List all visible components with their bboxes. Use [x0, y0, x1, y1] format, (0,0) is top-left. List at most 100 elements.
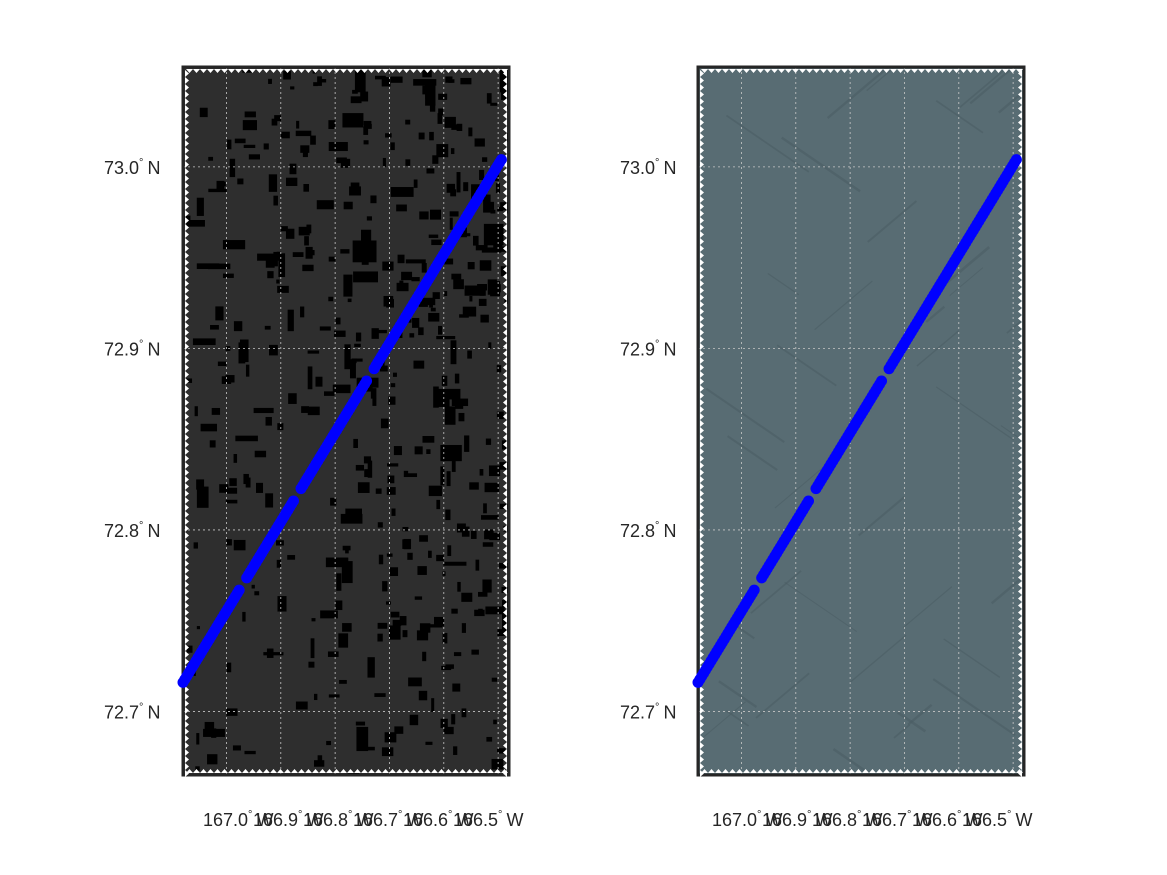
mask-block	[484, 482, 500, 493]
mask-block	[409, 333, 415, 338]
mask-block	[304, 236, 309, 246]
mask-block	[315, 376, 323, 387]
mask-block	[283, 71, 291, 80]
mask-block	[347, 298, 352, 303]
mask-block	[327, 651, 339, 657]
mask-block	[357, 482, 370, 493]
mask-block	[336, 157, 347, 164]
mask-block	[438, 325, 443, 335]
mask-block	[441, 258, 454, 265]
mask-block	[385, 133, 392, 138]
mask-block	[221, 376, 232, 384]
imagery-streak	[893, 724, 911, 739]
mask-block	[342, 545, 351, 551]
mask-block	[300, 145, 310, 153]
imagery-streak	[902, 586, 953, 629]
mask-block	[233, 321, 243, 332]
mask-block	[286, 177, 298, 186]
track-point	[233, 584, 245, 596]
mask-block	[382, 261, 394, 271]
mask-block	[208, 156, 214, 161]
mask-block	[342, 623, 352, 632]
mask-block	[491, 758, 504, 770]
mask-block	[422, 436, 435, 443]
mask-block	[486, 93, 492, 104]
mask-block	[226, 539, 232, 546]
mask-block	[325, 557, 349, 568]
mask-block	[277, 285, 289, 293]
mask-block	[365, 746, 375, 751]
mask-block	[444, 116, 456, 128]
mask-block	[456, 523, 466, 533]
mask-block	[418, 690, 428, 701]
mask-block	[310, 135, 316, 145]
mask-block	[251, 584, 255, 589]
mask-block	[316, 200, 334, 210]
imagery-streak	[814, 280, 873, 331]
mask-block	[302, 264, 314, 272]
imagery-streak	[935, 100, 984, 134]
mask-block	[393, 446, 402, 456]
mask-block	[418, 327, 424, 336]
mask-block	[320, 610, 338, 619]
mask-block	[345, 549, 349, 554]
mask-block	[253, 407, 274, 414]
mask-block	[446, 183, 456, 193]
mask-block	[229, 478, 237, 486]
mask-block	[194, 406, 198, 417]
mask-block	[443, 726, 454, 735]
mask-block	[374, 693, 386, 697]
imagery-streak	[858, 495, 906, 537]
mask-block	[490, 209, 496, 214]
mask-block	[232, 745, 241, 751]
mask-block	[354, 343, 361, 347]
mask-block	[287, 555, 296, 560]
mask-block	[237, 178, 244, 185]
mask-block	[264, 325, 271, 330]
mask-block	[505, 132, 509, 142]
graticule	[698, 67, 1024, 775]
imagery-streak	[1000, 425, 1024, 442]
mask-block	[490, 281, 501, 297]
mask-block	[302, 151, 308, 158]
mask-block	[401, 271, 413, 281]
mask-block	[275, 540, 284, 546]
mask-block	[226, 662, 232, 673]
imagery-streak	[750, 570, 802, 614]
mask-block	[222, 240, 246, 250]
mask-block	[317, 76, 322, 86]
mask-block	[497, 629, 507, 636]
mask-block	[479, 469, 484, 476]
mask-block	[441, 375, 448, 386]
mask-block	[446, 471, 451, 487]
mask-block	[436, 499, 441, 510]
mask-block	[305, 246, 313, 259]
mask-block	[313, 693, 318, 701]
mask-block	[482, 542, 494, 547]
map-frame	[696, 65, 1026, 777]
mask-block	[280, 131, 290, 139]
track-point	[361, 375, 373, 387]
mask-block	[490, 201, 495, 210]
mask-block	[468, 127, 473, 137]
mask-block	[355, 76, 363, 82]
mask-block	[437, 113, 443, 124]
mask-block	[489, 532, 501, 541]
mask-block	[397, 254, 405, 264]
mask-block	[343, 274, 353, 297]
mask-block	[390, 383, 396, 388]
track-point	[876, 375, 888, 387]
mask-block	[389, 567, 399, 576]
lat-tick-label: 72.7° N	[104, 701, 160, 722]
mask-block	[478, 298, 487, 306]
mask-block	[289, 163, 297, 175]
mask-block	[459, 314, 469, 318]
mask-block	[326, 740, 332, 746]
mask-block	[363, 126, 369, 135]
imagery-streak	[949, 267, 984, 297]
mask-block	[425, 741, 433, 745]
track-point	[288, 495, 300, 507]
mask-block	[363, 120, 372, 125]
mask-block	[265, 493, 274, 508]
mask-block	[422, 624, 443, 628]
